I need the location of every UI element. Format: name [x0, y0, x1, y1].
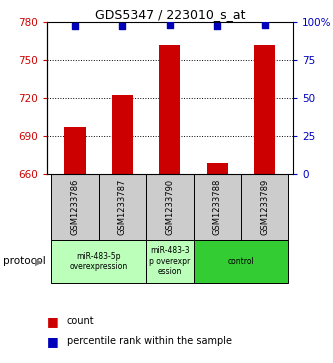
Text: GSM1233788: GSM1233788: [213, 179, 222, 235]
Bar: [193, 240, 288, 283]
Text: ■: ■: [47, 315, 58, 328]
Bar: [241, 174, 288, 240]
Bar: [206, 163, 228, 174]
Bar: [193, 174, 241, 240]
Title: GDS5347 / 223010_s_at: GDS5347 / 223010_s_at: [95, 8, 245, 21]
Text: miR-483-3
p overexpr
ession: miR-483-3 p overexpr ession: [149, 246, 190, 276]
Bar: [99, 174, 146, 240]
Point: [214, 24, 220, 29]
Bar: [64, 127, 86, 174]
Bar: [146, 174, 193, 240]
Bar: [146, 240, 193, 283]
Text: miR-483-5p
overexpression: miR-483-5p overexpression: [70, 252, 128, 271]
Point: [262, 22, 267, 28]
Bar: [254, 45, 275, 174]
Text: ▶: ▶: [35, 256, 42, 266]
Text: count: count: [67, 316, 94, 326]
Text: GSM1233789: GSM1233789: [260, 179, 269, 235]
Point: [72, 24, 78, 29]
Text: control: control: [227, 257, 254, 266]
Bar: [159, 45, 180, 174]
Bar: [51, 240, 146, 283]
Text: ■: ■: [47, 335, 58, 348]
Text: protocol: protocol: [3, 256, 46, 266]
Text: GSM1233790: GSM1233790: [165, 179, 174, 235]
Text: GSM1233786: GSM1233786: [71, 179, 80, 235]
Bar: [112, 95, 133, 174]
Text: percentile rank within the sample: percentile rank within the sample: [67, 336, 231, 346]
Point: [167, 22, 172, 28]
Bar: [51, 174, 99, 240]
Point: [120, 24, 125, 29]
Text: GSM1233787: GSM1233787: [118, 179, 127, 235]
